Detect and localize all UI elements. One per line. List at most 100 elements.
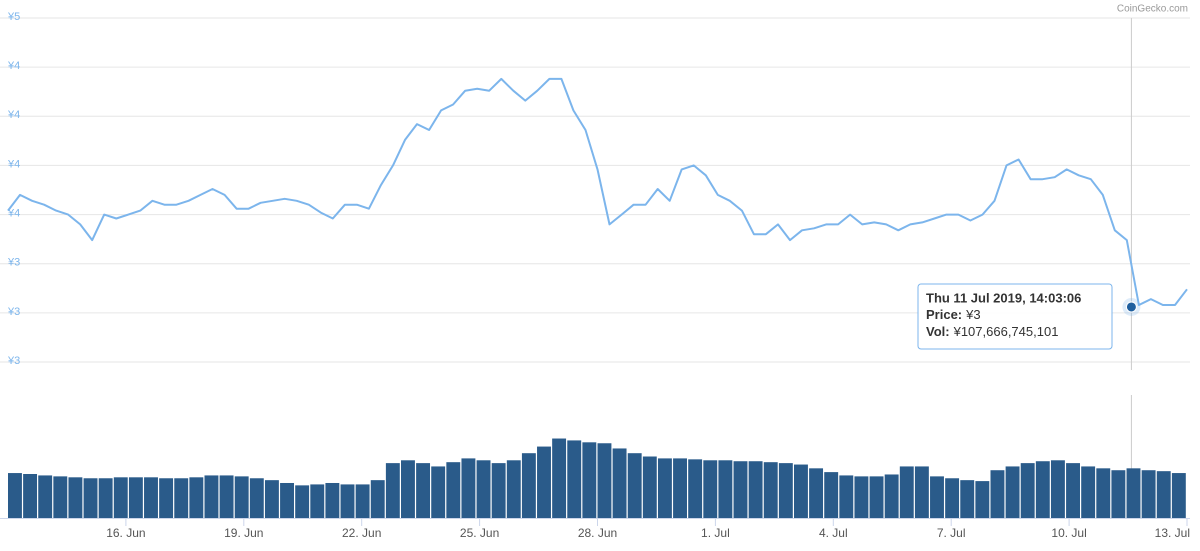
volume-bar <box>1050 460 1065 518</box>
volume-bar <box>174 478 189 518</box>
x-tick-label: 10. Jul <box>1051 526 1086 540</box>
volume-bar <box>854 476 869 518</box>
watermark: CoinGecko.com <box>1117 4 1188 15</box>
volume-bar <box>1005 466 1020 518</box>
volume-bar <box>627 453 642 518</box>
volume-bar <box>401 460 415 518</box>
tooltip-value: ¥3 <box>965 307 980 322</box>
volume-bar <box>159 478 174 518</box>
volume-bar <box>1081 466 1096 518</box>
volume-bar <box>642 456 657 518</box>
x-tick-label: 22. Jun <box>342 526 381 540</box>
volume-bar <box>431 466 446 518</box>
volume-bar <box>1156 471 1171 518</box>
volume-bar <box>763 462 778 518</box>
volume-bar <box>688 459 703 518</box>
y-tick-label: ¥3 <box>7 257 20 269</box>
x-tick-label: 19. Jun <box>224 526 263 540</box>
volume-bar <box>506 460 521 518</box>
volume-bar <box>219 475 234 518</box>
volume-bar <box>657 458 672 518</box>
volume-bar <box>204 475 219 518</box>
volume-bar <box>325 482 340 518</box>
volume-bar <box>839 475 854 518</box>
volume-bar <box>340 484 355 518</box>
y-tick-label: ¥4 <box>7 158 20 170</box>
volume-bar <box>144 477 158 518</box>
volume-bar <box>975 481 990 518</box>
y-tick-label: ¥4 <box>7 109 20 121</box>
volume-bar <box>824 472 839 518</box>
volume-bar <box>718 460 733 518</box>
volume-bar <box>416 463 431 518</box>
volume-bar <box>1096 468 1111 518</box>
volume-bar <box>930 476 944 518</box>
volume-bar <box>703 460 718 518</box>
volume-bar <box>310 484 325 518</box>
volume-bar <box>1066 463 1080 518</box>
volume-bar <box>446 462 461 518</box>
volume-bar <box>778 463 793 518</box>
volume-bar <box>295 485 310 518</box>
x-tick-label: 4. Jul <box>819 526 848 540</box>
volume-bar <box>38 475 53 518</box>
volume-bar <box>68 477 83 518</box>
volume-bar <box>370 480 385 518</box>
volume-bar <box>1141 470 1156 518</box>
tooltip-date: Thu 11 Jul 2019, 14:03:06 <box>926 290 1081 305</box>
volume-bar <box>491 463 506 518</box>
x-tick-label: 28. Jun <box>578 526 617 540</box>
tooltip-key: Price: <box>926 307 962 322</box>
volume-bar <box>597 443 612 518</box>
volume-bar <box>869 476 884 518</box>
volume-bar <box>1171 473 1186 518</box>
volume-bar <box>567 440 582 518</box>
volume-bar <box>537 446 551 518</box>
x-tick-label: 13. Jul <box>1155 526 1190 540</box>
y-tick-label: ¥5 <box>7 11 20 23</box>
volume-bar <box>53 476 68 518</box>
tooltip: Thu 11 Jul 2019, 14:03:06 Price: ¥3 Vol: ¥10… <box>917 283 1113 350</box>
volume-bar <box>83 478 98 518</box>
volume-bar <box>476 460 491 518</box>
x-tick-label: 25. Jun <box>460 526 499 540</box>
y-tick-label: ¥3 <box>7 306 20 318</box>
volume-bar <box>809 468 824 518</box>
volume-bar <box>582 442 597 518</box>
volume-bar <box>990 470 1005 518</box>
y-tick-label: ¥4 <box>7 60 20 72</box>
volume-bar <box>945 478 960 518</box>
x-tick-label: 7. Jul <box>937 526 966 540</box>
volume-bar <box>461 458 476 518</box>
volume-bar <box>914 466 929 518</box>
volume-bar <box>521 453 536 518</box>
volume-bar <box>264 480 279 518</box>
volume-bar <box>128 477 143 518</box>
price-line <box>7 77 1188 306</box>
volume-bar <box>1111 470 1126 518</box>
volume-bar <box>98 478 113 518</box>
volume-bar <box>23 474 38 518</box>
x-tick-label: 16. Jun <box>106 526 145 540</box>
volume-bar <box>552 438 567 518</box>
volume-bar <box>355 484 370 518</box>
tooltip-line: Price: ¥3 <box>926 307 981 322</box>
y-tick-label: ¥4 <box>7 207 20 219</box>
tooltip-key: Vol: <box>926 324 950 339</box>
volume-bar <box>280 482 294 518</box>
volume-bar <box>1035 461 1050 518</box>
volume-bar <box>733 461 748 518</box>
volume-bar <box>794 464 808 518</box>
volume-bar <box>234 476 249 518</box>
tooltip-line: Vol: ¥107,666,745,101 <box>926 324 1058 339</box>
tooltip-box <box>917 283 1113 350</box>
volume-bar <box>612 448 627 518</box>
volume-bar <box>884 474 899 518</box>
volume-bar <box>249 478 264 518</box>
volume-bar <box>960 480 975 518</box>
x-tick-label: 1. Jul <box>701 526 730 540</box>
volume-bar <box>673 458 687 518</box>
volume-bar <box>113 477 128 518</box>
volume-bar <box>899 466 914 518</box>
